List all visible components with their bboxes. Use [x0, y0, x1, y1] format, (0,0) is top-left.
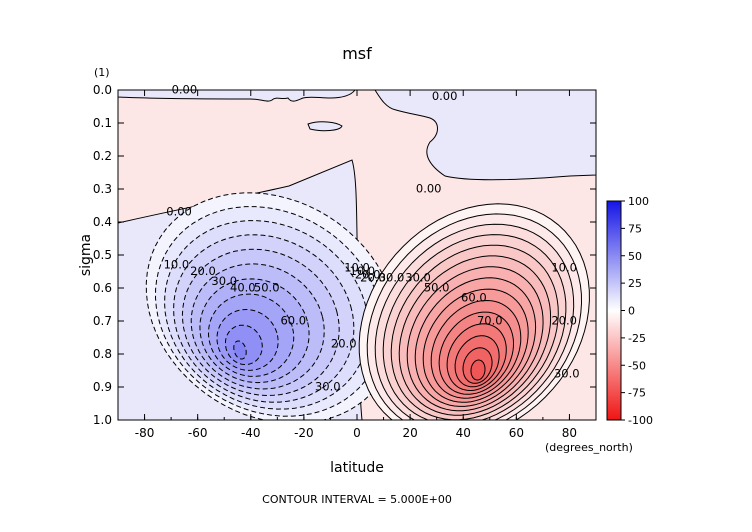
colorbar-tick-label: 75 [628, 222, 642, 235]
contour-label: 20.0 [551, 314, 577, 328]
colorbar-tick-label: 100 [628, 195, 649, 208]
contour-label: 10.0 [344, 261, 370, 275]
x-tick-label: -20 [294, 426, 314, 440]
y-tick-label: 0.5 [93, 248, 112, 262]
x-tick-label: -40 [241, 426, 261, 440]
zero-contour-top-right [374, 90, 596, 181]
x-tick-label: -80 [135, 426, 155, 440]
y-tick-label: 0.3 [93, 182, 112, 196]
colorbar-ticks: 100 75 50 25 0 -25 -50 -75 -100 [621, 195, 653, 427]
colorbar-tick-label: -25 [628, 332, 646, 345]
x-tick-label: 20 [402, 426, 417, 440]
contour-label: 30.0 [315, 380, 341, 394]
chart-title: msf [342, 44, 372, 63]
x-axis-label: latitude [330, 460, 384, 476]
y-tick-label: 0.4 [93, 215, 112, 229]
contour-label: 20.0 [360, 271, 386, 285]
x-axis: -80 -60 -40 -20 0 20 40 60 80 [117, 90, 597, 440]
contour-interval-note: CONTOUR INTERVAL = 5.000E+00 [262, 493, 452, 506]
contour-label: 70.0 [477, 314, 503, 328]
y-tick-label: 0.7 [93, 314, 112, 328]
colorbar-tick-label: -50 [628, 359, 646, 372]
colorbar-tick-label: 0 [628, 305, 635, 318]
contour-label: 30.0 [379, 271, 405, 285]
zero-contour-blob [307, 121, 343, 132]
contour-label: 50.0 [254, 281, 280, 295]
colorbar [606, 200, 622, 421]
contour-label: 30.0 [554, 366, 580, 380]
contour-label: 10.0 [164, 257, 190, 271]
y-tick-label: 0.2 [93, 149, 112, 163]
x-units-label: (degrees_north) [545, 441, 633, 454]
x-tick-label: 60 [509, 426, 524, 440]
contour-label: 0.00 [416, 182, 442, 196]
contour-label: 60.0 [280, 314, 306, 328]
contour-label: 40.0 [230, 281, 256, 295]
colorbar-tick-label: 25 [628, 277, 642, 290]
y-tick-label: 0.6 [93, 281, 112, 295]
contour-label: 20.0 [331, 337, 357, 351]
y-tick-label: 0.1 [93, 116, 112, 130]
contour-label: 30.0 [211, 274, 237, 288]
colorbar-tick-label: -75 [628, 387, 646, 400]
contour-label: 20.0 [190, 264, 216, 278]
x-tick-label: 0 [353, 426, 361, 440]
y-tick-label: 0.8 [93, 347, 112, 361]
y-tick-label: 0.0 [93, 83, 112, 97]
contour-north-75 [470, 359, 486, 381]
contour-label: 0.00 [432, 89, 458, 103]
colorbar-tick-label: -100 [628, 414, 653, 427]
zero-contour-top-left [118, 90, 356, 102]
y-units-label: (1) [94, 66, 110, 79]
contour-field [118, 90, 596, 420]
y-axis-label: sigma [78, 234, 94, 276]
y-tick-label: 0.9 [93, 380, 112, 394]
y-tick-label: 1.0 [93, 413, 112, 427]
contour-label: 60.0 [461, 290, 487, 304]
y-axis: 0.0 0.1 0.2 0.3 0.4 0.5 0.6 0.7 0.8 0.9 1.0 [93, 83, 596, 427]
contour-label: 10.0 [350, 264, 376, 278]
contour-label: 20.0 [355, 267, 381, 281]
contour-label: 0.00 [166, 205, 192, 219]
contour-south-55 [233, 340, 247, 360]
x-tick-label: -60 [188, 426, 208, 440]
x-tick-label: 40 [456, 426, 471, 440]
contour-label: 10.0 [551, 261, 577, 275]
colorbar-tick-label: 50 [628, 250, 642, 263]
x-tick-label: 80 [562, 426, 577, 440]
contour-label: 50.0 [424, 281, 450, 295]
contour-label: 30.0 [405, 271, 431, 285]
